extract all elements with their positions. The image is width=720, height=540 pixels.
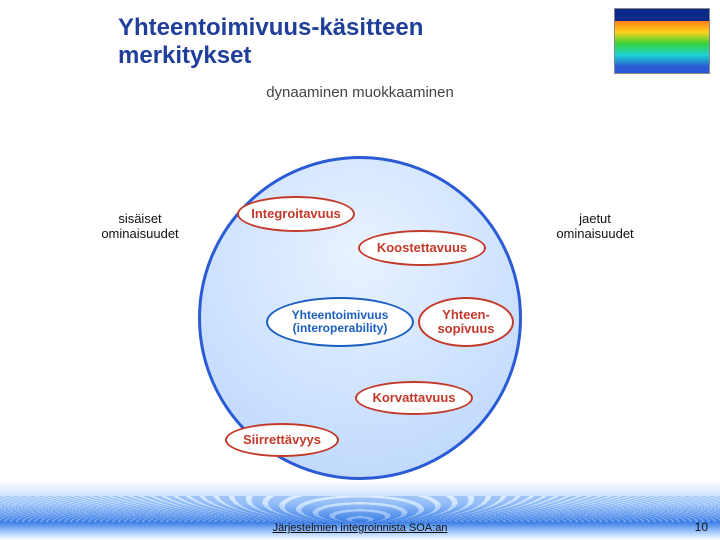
axis-left-label: sisäisetominaisuudet <box>86 212 194 242</box>
node-label: Korvattavuus <box>372 391 455 405</box>
slide-title-line1: Yhteentoimivuus-käsitteenmerkitykset <box>118 14 423 69</box>
page-number: 10 <box>695 520 708 534</box>
node-label: Yhteen-sopivuus <box>437 308 494 337</box>
node-label: Integroitavuus <box>251 207 341 221</box>
axis-top-text: dynaaminen muokkaaminen <box>266 84 454 101</box>
diagram-area: dynaaminen muokkaaminen staattinen suunn… <box>0 90 720 500</box>
node-integroitavuus: Integroitavuus <box>237 196 355 232</box>
axis-left-text: sisäisetominaisuudet <box>101 211 178 241</box>
slide-title: Yhteentoimivuus-käsitteenmerkitykset <box>118 14 423 69</box>
footer-wave-pattern <box>0 496 720 522</box>
axis-right-text: jaetutominaisuudet <box>556 211 633 241</box>
footer-text: Järjestelmien integroinnista SOA:an <box>273 522 448 534</box>
series-thumbnail <box>614 8 710 74</box>
node-koostettavuus: Koostettavuus <box>358 230 486 266</box>
node-label: Yhteentoimivuus(interoperability) <box>292 309 389 335</box>
node-yhteensopivuus: Yhteen-sopivuus <box>418 297 514 347</box>
thumbnail-header <box>615 9 709 21</box>
node-korvattavuus: Korvattavuus <box>355 381 473 415</box>
axis-top-label: dynaaminen muokkaaminen <box>250 84 470 101</box>
node-label: Siirrettävyys <box>243 433 321 447</box>
node-label: Koostettavuus <box>377 241 467 255</box>
node-siirrettavyys: Siirrettävyys <box>225 423 339 457</box>
axis-right-label: jaetutominaisuudet <box>540 212 650 242</box>
node-yhteentoimivuus: Yhteentoimivuus(interoperability) <box>266 297 414 347</box>
